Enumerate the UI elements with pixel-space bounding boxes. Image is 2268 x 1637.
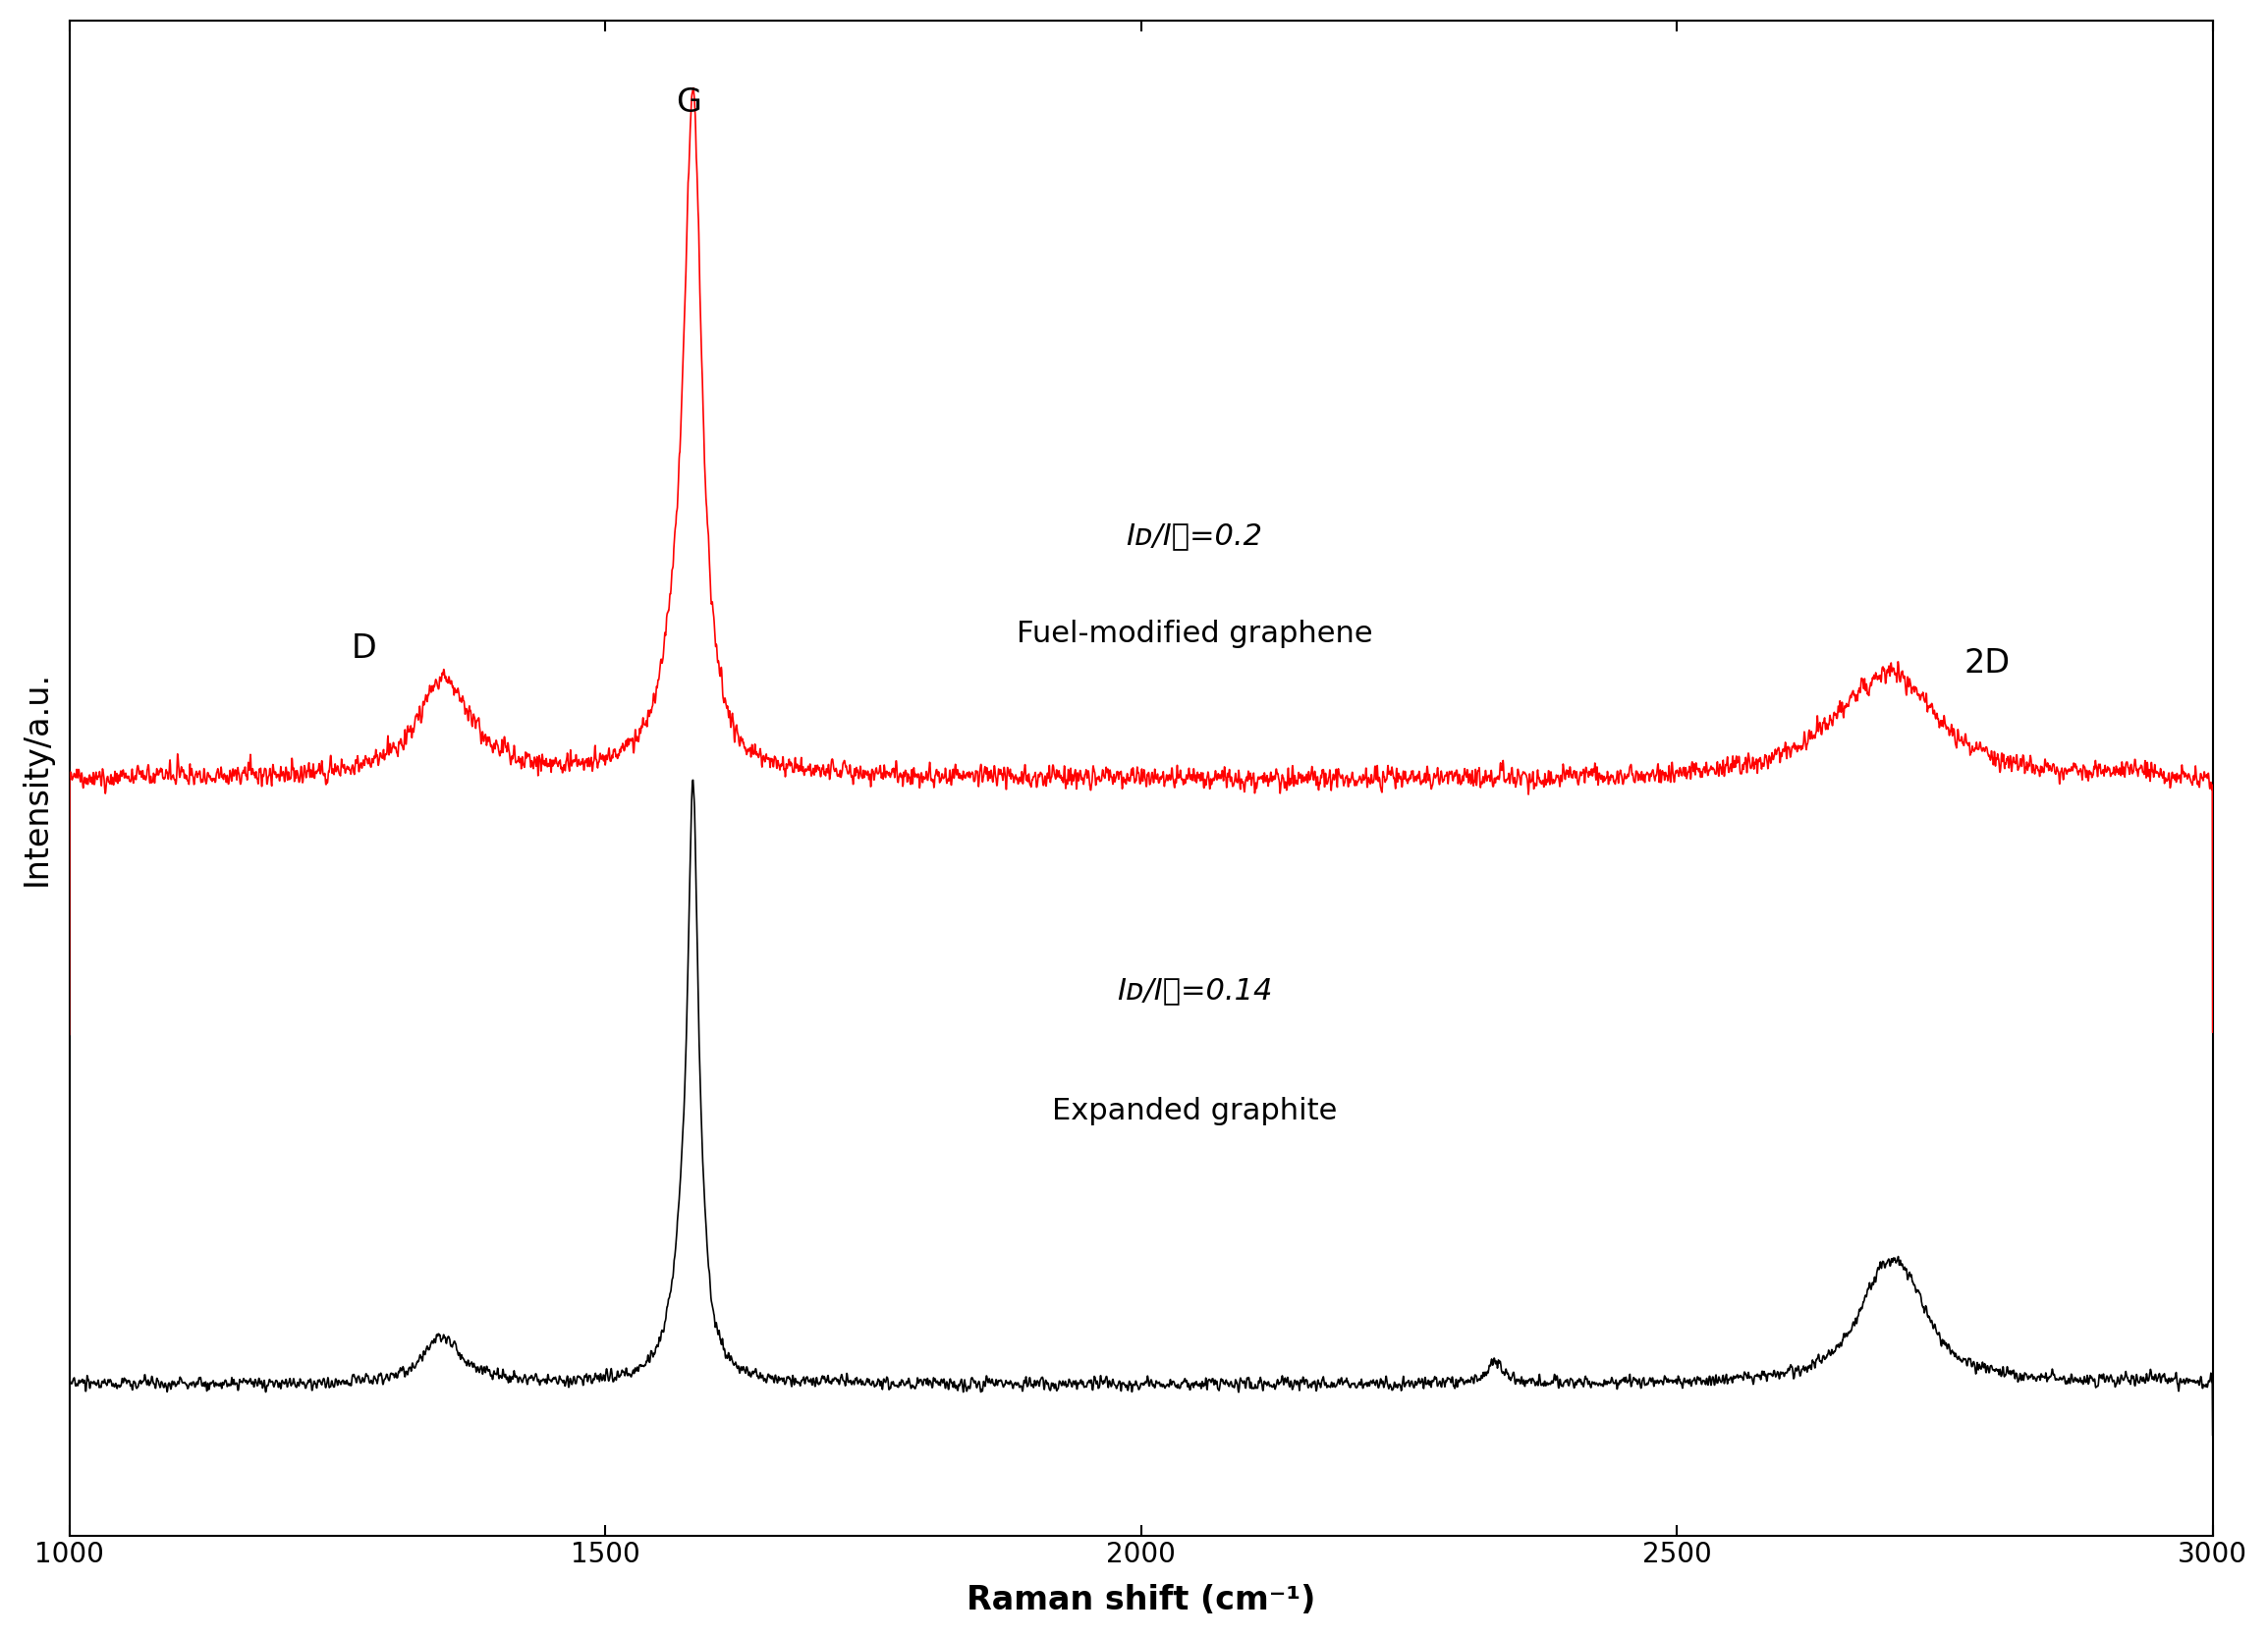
Text: G: G [676,87,701,120]
Text: 2D: 2D [1964,647,2012,679]
Text: D: D [352,632,376,665]
Y-axis label: Intensity/a.u.: Intensity/a.u. [20,671,52,886]
Text: Fuel-modified graphene: Fuel-modified graphene [1016,620,1372,648]
X-axis label: Raman shift (cm⁻¹): Raman shift (cm⁻¹) [966,1585,1315,1617]
Text: Iᴅ/I၇=0.14: Iᴅ/I၇=0.14 [1116,976,1272,1005]
Text: Expanded graphite: Expanded graphite [1052,1097,1338,1126]
Text: Iᴅ/I၇=0.2: Iᴅ/I၇=0.2 [1127,521,1263,550]
